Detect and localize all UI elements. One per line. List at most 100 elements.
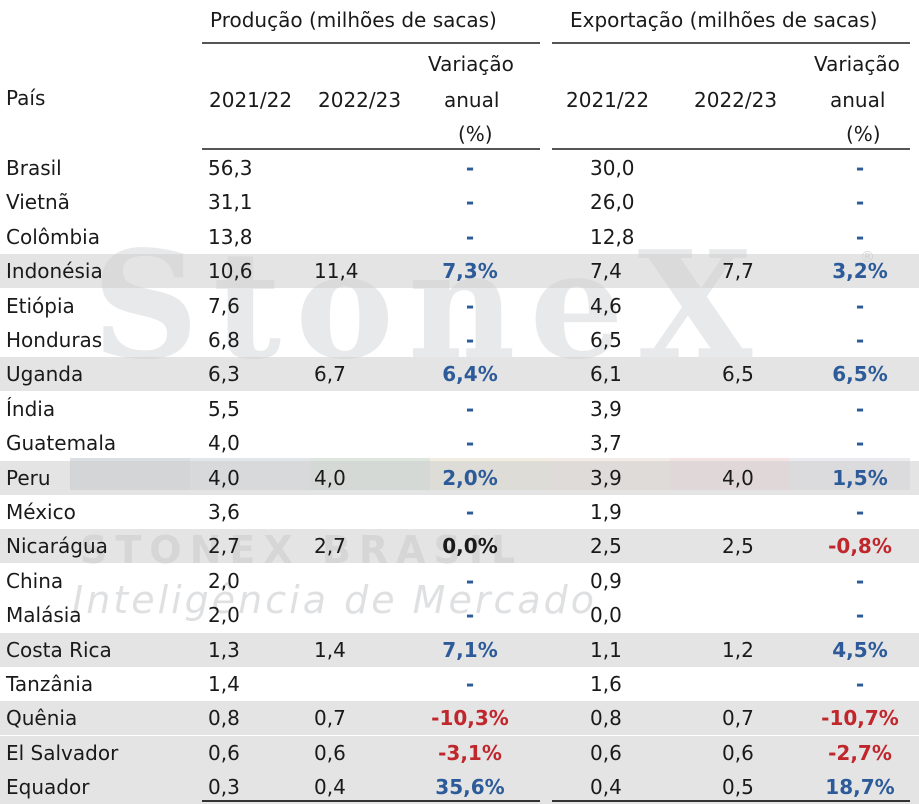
table-row: Vietnã 31,1 - 26,0 - bbox=[0, 185, 919, 219]
country-cell: Etiópia bbox=[6, 293, 75, 318]
export-2022-cell: 0,6 bbox=[722, 740, 754, 765]
production-variation-cell: - bbox=[465, 500, 475, 524]
country-cell: Uganda bbox=[6, 362, 84, 387]
export-variation-cell: 3,2% bbox=[832, 259, 888, 284]
export-2021-cell: 6,1 bbox=[590, 362, 622, 387]
table-row: México 3,6 - 1,9 - bbox=[0, 495, 919, 529]
export-2021-cell: 7,4 bbox=[590, 259, 622, 284]
country-cell: Guatemala bbox=[6, 431, 117, 456]
production-2022-cell: 4,0 bbox=[314, 465, 346, 490]
country-cell: Nicarágua bbox=[6, 534, 108, 559]
table-row: Malásia 2,0 - 0,0 - bbox=[0, 598, 919, 632]
table-row: China 2,0 - 0,9 - bbox=[0, 564, 919, 598]
production-2021-cell: 13,8 bbox=[208, 224, 253, 249]
country-cell: China bbox=[6, 568, 64, 593]
table-row: Índia 5,5 - 3,9 - bbox=[0, 392, 919, 426]
country-cell: México bbox=[6, 500, 76, 524]
export-variation-cell: - bbox=[855, 672, 865, 696]
table-row: Brasil 56,3 - 30,0 - bbox=[0, 151, 919, 185]
production-2021-cell: 56,3 bbox=[208, 156, 253, 180]
export-variation-cell: 6,5% bbox=[832, 362, 888, 387]
export-var-header-2: anual bbox=[830, 88, 886, 112]
production-variation-cell: 7,3% bbox=[442, 259, 498, 284]
export-variation-cell: - bbox=[855, 190, 865, 215]
export-2022-cell: 1,2 bbox=[722, 637, 754, 662]
table-row: Indonésia 10,6 11,4 7,3% 7,4 7,7 3,2% bbox=[0, 254, 919, 289]
country-cell: Malásia bbox=[6, 603, 82, 628]
production-2021-cell: 4,0 bbox=[208, 465, 240, 490]
country-cell: Equador bbox=[6, 775, 90, 800]
production-2021-cell: 31,1 bbox=[208, 190, 253, 215]
production-variation-cell: - bbox=[465, 603, 475, 628]
production-2021-cell: 2,7 bbox=[208, 534, 240, 559]
export-variation-cell: - bbox=[855, 328, 865, 352]
export-var-header-3: (%) bbox=[846, 122, 881, 146]
production-variation-cell: 2,0% bbox=[442, 465, 498, 490]
export-group-header: Exportação (milhões de sacas) bbox=[570, 8, 878, 32]
production-2021-cell: 4,0 bbox=[208, 431, 240, 456]
export-2022-cell: 0,7 bbox=[722, 706, 754, 731]
table-row: Honduras 6,8 - 6,5 - bbox=[0, 323, 919, 357]
export-variation-cell: -0,8% bbox=[828, 534, 892, 559]
country-cell: Tanzânia bbox=[6, 672, 94, 696]
production-2021-cell: 2,0 bbox=[208, 568, 240, 593]
export-2021-cell: 0,4 bbox=[590, 775, 622, 800]
production-variation-cell: 0,0% bbox=[442, 534, 498, 559]
table-row: Equador 0,3 0,4 35,6% 0,4 0,5 18,7% bbox=[0, 770, 919, 804]
export-variation-cell: 4,5% bbox=[832, 637, 888, 662]
production-variation-cell: - bbox=[465, 224, 475, 249]
production-2021-cell: 1,3 bbox=[208, 637, 240, 662]
export-2021-cell: 1,6 bbox=[590, 672, 622, 696]
table-row: Quênia 0,8 0,7 -10,3% 0,8 0,7 -10,7% bbox=[0, 701, 919, 736]
production-subheader-rule bbox=[202, 148, 540, 150]
production-2021-cell: 1,4 bbox=[208, 672, 240, 696]
production-variation-cell: - bbox=[465, 328, 475, 352]
table-row: El Salvador 0,6 0,6 -3,1% 0,6 0,6 -2,7% bbox=[0, 735, 919, 770]
export-2021-cell: 0,6 bbox=[590, 740, 622, 765]
table-row: Costa Rica 1,3 1,4 7,1% 1,1 1,2 4,5% bbox=[0, 632, 919, 667]
production-2021-cell: 6,3 bbox=[208, 362, 240, 387]
production-bottom-rule bbox=[202, 800, 540, 802]
export-2021-cell: 0,9 bbox=[590, 568, 622, 593]
table-row: Etiópia 7,6 - 4,6 - bbox=[0, 289, 919, 323]
production-variation-cell: 35,6% bbox=[435, 775, 505, 800]
production-variation-cell: - bbox=[465, 672, 475, 696]
production-2022-header: 2022/23 bbox=[318, 88, 402, 112]
export-variation-cell: - bbox=[855, 224, 865, 249]
table-row: Tanzânia 1,4 - 1,6 - bbox=[0, 667, 919, 701]
export-2021-cell: 12,8 bbox=[590, 224, 635, 249]
table-row: Colômbia 13,8 - 12,8 - bbox=[0, 220, 919, 254]
production-var-header-3: (%) bbox=[458, 122, 493, 146]
production-2021-cell: 0,6 bbox=[208, 740, 240, 765]
country-header: País bbox=[6, 86, 46, 110]
production-var-header-1: Variação bbox=[428, 52, 514, 76]
production-variation-cell: - bbox=[465, 396, 475, 421]
export-2022-header: 2022/23 bbox=[694, 88, 778, 112]
export-variation-cell: 1,5% bbox=[832, 465, 888, 490]
production-2022-cell: 6,7 bbox=[314, 362, 346, 387]
export-subheader-rule bbox=[552, 148, 910, 150]
production-2021-cell: 2,0 bbox=[208, 603, 240, 628]
production-variation-cell: - bbox=[465, 190, 475, 215]
production-2022-cell: 2,7 bbox=[314, 534, 346, 559]
export-2022-cell: 0,5 bbox=[722, 775, 754, 800]
country-cell: Honduras bbox=[6, 328, 103, 352]
production-2022-cell: 1,4 bbox=[314, 637, 346, 662]
production-2021-cell: 7,6 bbox=[208, 293, 240, 318]
production-variation-cell: -10,3% bbox=[431, 706, 509, 731]
production-variation-cell: -3,1% bbox=[438, 740, 502, 765]
country-cell: Peru bbox=[6, 465, 51, 490]
export-2022-cell: 4,0 bbox=[722, 465, 754, 490]
production-variation-cell: 7,1% bbox=[442, 637, 498, 662]
export-2022-cell: 2,5 bbox=[722, 534, 754, 559]
export-2021-header: 2021/22 bbox=[566, 88, 650, 112]
export-2021-cell: 3,9 bbox=[590, 396, 622, 421]
export-var-header-1: Variação bbox=[814, 52, 900, 76]
export-2022-cell: 7,7 bbox=[722, 259, 754, 284]
production-variation-cell: - bbox=[465, 568, 475, 593]
production-2022-cell: 11,4 bbox=[314, 259, 359, 284]
table-row: Nicarágua 2,7 2,7 0,0% 2,5 2,5 -0,8% bbox=[0, 529, 919, 564]
production-variation-cell: - bbox=[465, 156, 475, 180]
table-row: Uganda 6,3 6,7 6,4% 6,1 6,5 6,5% bbox=[0, 357, 919, 392]
country-cell: Indonésia bbox=[6, 259, 103, 284]
